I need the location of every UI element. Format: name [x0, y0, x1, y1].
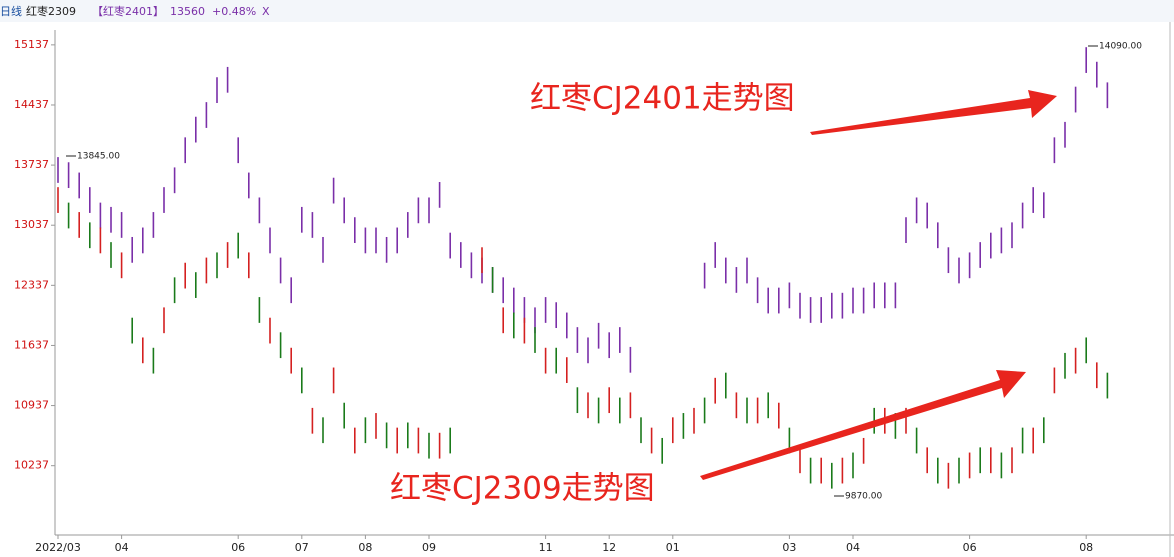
annotation-title: 红枣CJ2309走势图: [390, 471, 655, 507]
overlay-change: +0.48%: [212, 5, 256, 18]
max-label: 14090.00: [1099, 42, 1142, 52]
x-tick-label: 03: [782, 541, 796, 554]
y-tick-label: 13737: [14, 158, 49, 171]
x-tick-label: 07: [295, 541, 309, 554]
x-tick-label: 08: [1079, 541, 1093, 554]
x-tick-label: 06: [963, 541, 977, 554]
y-tick-label: 10937: [14, 399, 49, 412]
low-label: 9870.00: [845, 492, 882, 502]
y-tick-label: 10237: [14, 459, 49, 472]
x-tick-label: 04: [115, 541, 129, 554]
y-tick-label: 14437: [14, 98, 49, 111]
x-tick-label: 01: [666, 541, 680, 554]
annotation-title: 红枣CJ2401走势图: [530, 81, 795, 117]
y-tick-label: 13037: [14, 218, 49, 231]
y-tick-label: 15137: [14, 38, 49, 51]
arrow: [700, 370, 1026, 480]
period[interactable]: 日线: [0, 4, 22, 18]
toolbar-bg: [0, 0, 1174, 22]
x-tick-label: 09: [422, 541, 436, 554]
x-tick-label: 06: [231, 541, 245, 554]
overlay-price: 13560: [170, 5, 205, 18]
close-button[interactable]: X: [262, 5, 270, 18]
high-label: 13845.00: [77, 152, 120, 162]
arrow: [810, 90, 1057, 135]
overlay-symbol[interactable]: 【红枣2401】: [92, 5, 164, 18]
x-tick-label: 04: [846, 541, 860, 554]
y-tick-label: 12337: [14, 278, 49, 291]
main-symbol[interactable]: 红枣2309: [26, 5, 76, 18]
x-tick-label: 12: [602, 541, 616, 554]
x-tick-label: 11: [539, 541, 553, 554]
x-tick-label: 2022/03: [35, 541, 81, 554]
y-tick-label: 11637: [14, 338, 49, 351]
x-tick-label: 08: [358, 541, 372, 554]
